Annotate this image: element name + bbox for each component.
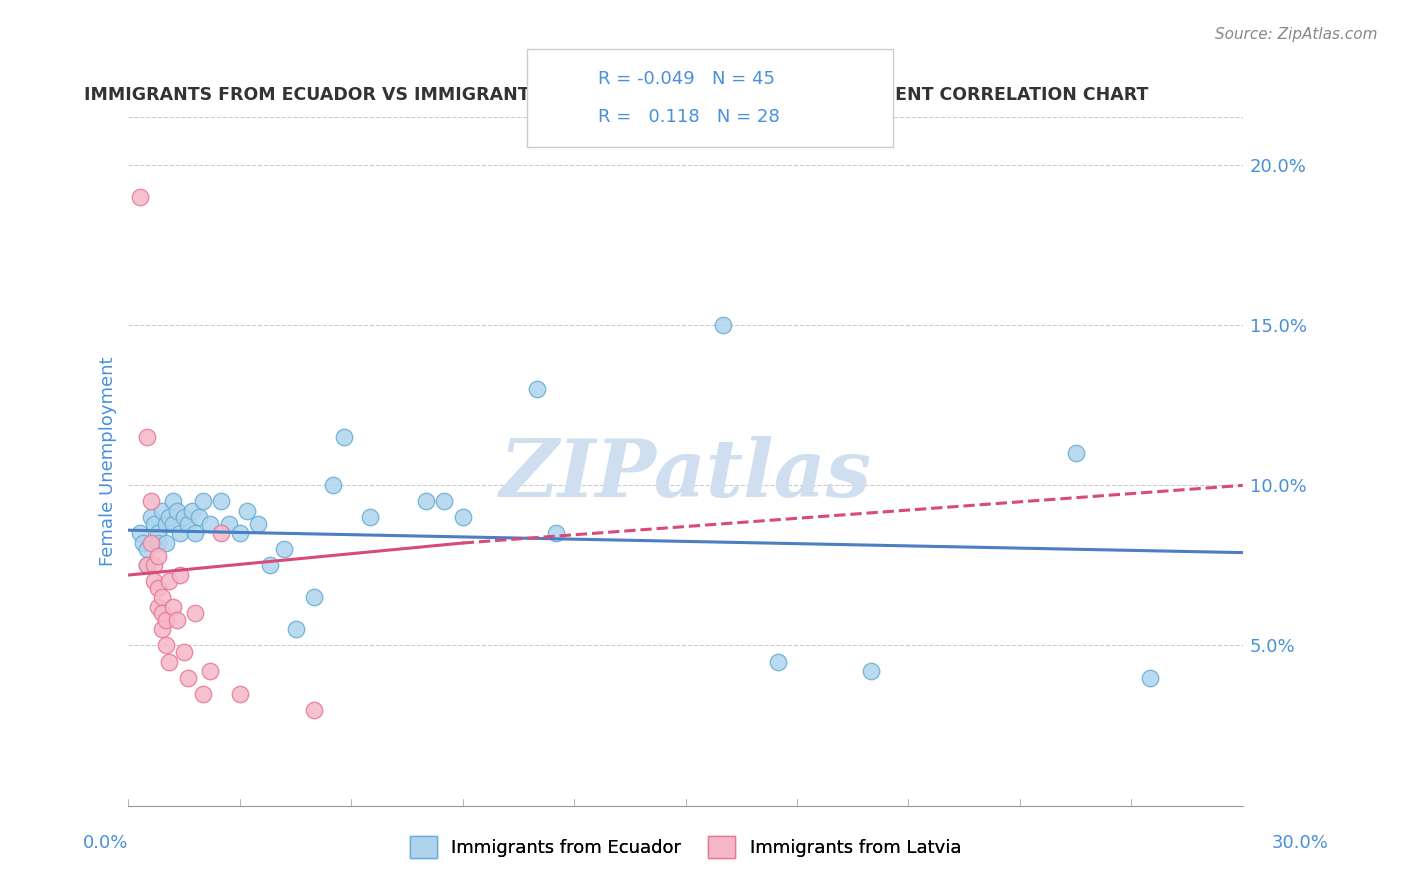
Text: 30.0%: 30.0%	[1272, 834, 1329, 852]
Point	[150, 591, 173, 605]
Point	[148, 526, 170, 541]
Point	[284, 623, 307, 637]
Point	[322, 478, 344, 492]
Point	[173, 510, 195, 524]
Point	[136, 542, 159, 557]
Point	[184, 526, 207, 541]
Point	[148, 600, 170, 615]
Point	[162, 494, 184, 508]
Text: ZIPatlas: ZIPatlas	[499, 436, 872, 514]
Point	[188, 510, 211, 524]
Point	[184, 607, 207, 621]
Point	[173, 645, 195, 659]
Point	[136, 558, 159, 573]
Point	[136, 558, 159, 573]
Point	[229, 526, 252, 541]
Point	[218, 516, 240, 531]
Point	[143, 516, 166, 531]
Point	[180, 504, 202, 518]
Point	[155, 516, 177, 531]
Point	[150, 504, 173, 518]
Point	[157, 510, 180, 524]
Point	[157, 574, 180, 589]
Point	[333, 430, 356, 444]
Text: R = -0.049   N = 45: R = -0.049 N = 45	[598, 70, 775, 88]
Point	[433, 494, 456, 508]
Point	[302, 702, 325, 716]
Point	[247, 516, 270, 531]
Point	[157, 655, 180, 669]
Y-axis label: Female Unemployment: Female Unemployment	[100, 357, 117, 566]
Point	[166, 504, 188, 518]
Point	[128, 526, 150, 541]
Text: 0.0%: 0.0%	[83, 834, 128, 852]
Point	[768, 655, 790, 669]
Point	[166, 613, 188, 627]
Point	[259, 558, 281, 573]
Point	[711, 318, 734, 333]
Text: IMMIGRANTS FROM ECUADOR VS IMMIGRANTS FROM LATVIA FEMALE UNEMPLOYMENT CORRELATIO: IMMIGRANTS FROM ECUADOR VS IMMIGRANTS FR…	[84, 87, 1149, 104]
Point	[451, 510, 474, 524]
Legend: Immigrants from Ecuador, Immigrants from Latvia: Immigrants from Ecuador, Immigrants from…	[402, 829, 969, 865]
Point	[209, 494, 232, 508]
Point	[139, 494, 162, 508]
Point	[162, 516, 184, 531]
Point	[1139, 671, 1161, 685]
Point	[169, 526, 191, 541]
Text: Source: ZipAtlas.com: Source: ZipAtlas.com	[1215, 27, 1378, 42]
Point	[198, 664, 221, 678]
Point	[169, 568, 191, 582]
Point	[155, 613, 177, 627]
Point	[148, 581, 170, 595]
Point	[148, 549, 170, 563]
Point	[359, 510, 381, 524]
Text: R =   0.118   N = 28: R = 0.118 N = 28	[598, 108, 779, 126]
Point	[148, 536, 170, 550]
Point	[132, 536, 155, 550]
Point	[526, 382, 548, 396]
Point	[302, 591, 325, 605]
Point	[136, 430, 159, 444]
Point	[150, 623, 173, 637]
Point	[209, 526, 232, 541]
Point	[1064, 446, 1087, 460]
Point	[128, 190, 150, 204]
Point	[236, 504, 259, 518]
Point	[139, 536, 162, 550]
Point	[191, 494, 214, 508]
Point	[229, 687, 252, 701]
Point	[139, 510, 162, 524]
Point	[155, 639, 177, 653]
Point	[177, 671, 200, 685]
Point	[150, 607, 173, 621]
Point	[162, 600, 184, 615]
Point	[415, 494, 437, 508]
Point	[155, 536, 177, 550]
Point	[177, 516, 200, 531]
Point	[143, 574, 166, 589]
Point	[198, 516, 221, 531]
Point	[191, 687, 214, 701]
Point	[273, 542, 295, 557]
Point	[544, 526, 567, 541]
Point	[143, 558, 166, 573]
Point	[860, 664, 883, 678]
